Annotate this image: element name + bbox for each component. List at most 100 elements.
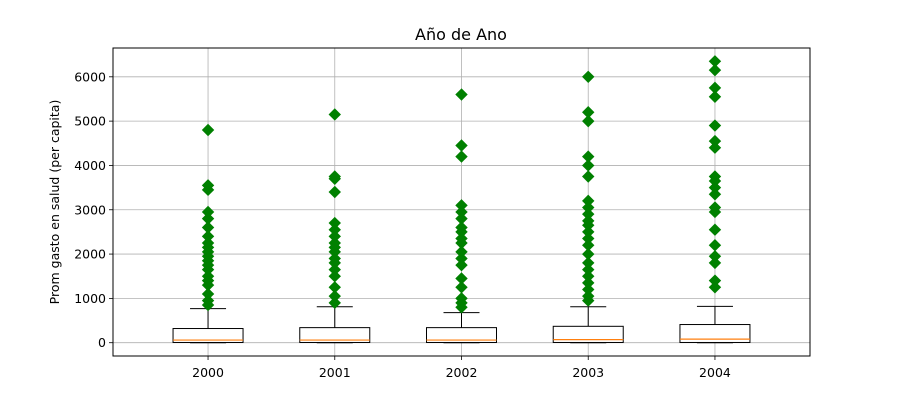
box-2004: [679, 305, 751, 344]
outlier-point: [582, 106, 595, 119]
outlier-point: [582, 283, 595, 296]
x-tick-label: 2003: [572, 365, 604, 380]
box-iqr: [679, 324, 751, 343]
outlier-point: [455, 258, 468, 272]
boxes-layer: [172, 305, 751, 344]
box-2001: [299, 306, 371, 344]
outlier-point: [455, 292, 468, 305]
outlier-point: [201, 230, 215, 243]
outlier-point: [455, 221, 468, 234]
outlier-point: [328, 289, 341, 303]
outlier-point: [455, 272, 468, 285]
y-tick-label: 1000: [74, 291, 106, 306]
outlier-point: [582, 256, 595, 270]
outlier-point: [582, 194, 595, 208]
outlier-point: [201, 221, 215, 234]
y-tick-label: 3000: [74, 202, 106, 217]
outlier-point: [201, 212, 215, 225]
outlier-point: [582, 276, 595, 290]
outlier-point: [328, 281, 341, 294]
outlier-point: [582, 70, 595, 84]
box-iqr: [299, 327, 371, 343]
outlier-point: [328, 296, 341, 310]
outlier-point: [582, 239, 595, 252]
y-tick-label: 6000: [74, 69, 106, 84]
y-axis-ticks: 0 1000 2000 3000 4000 5000 6000: [74, 69, 113, 350]
outlier-point: [708, 141, 722, 154]
outlier-point: [328, 170, 341, 183]
outlier-point: [328, 216, 341, 230]
y-tick-label: 0: [98, 335, 106, 350]
outlier-point: [582, 159, 595, 172]
outliers-layer: [201, 55, 722, 314]
box-iqr: [552, 325, 624, 343]
outlier-point: [708, 250, 722, 263]
box-iqr: [426, 327, 497, 343]
outlier-point: [708, 201, 722, 214]
outlier-point: [708, 188, 722, 201]
outlier-point: [708, 119, 722, 132]
y-tick-label: 2000: [74, 247, 106, 262]
outlier-point: [582, 232, 595, 245]
outlier-point: [455, 205, 468, 219]
outlier-point: [582, 289, 595, 303]
outlier-point: [201, 294, 215, 307]
outlier-point: [582, 150, 595, 163]
outlier-point: [582, 247, 595, 261]
outlier-point: [328, 230, 341, 243]
outlier-point: [582, 263, 595, 276]
outlier-point: [708, 170, 722, 183]
chart-title: Año de Ano: [415, 25, 507, 44]
x-tick-label: 2004: [699, 365, 731, 380]
outlier-point: [582, 114, 595, 128]
outlier-point: [708, 134, 722, 148]
outlier-point: [328, 263, 341, 276]
outlier-point: [201, 287, 215, 301]
outlier-point: [582, 270, 595, 283]
box-iqr: [172, 328, 244, 343]
y-tick-label: 5000: [74, 114, 106, 129]
x-tick-label: 2002: [446, 365, 478, 380]
x-tick-label: 2000: [192, 365, 224, 380]
outlier-point: [708, 239, 722, 252]
outlier-point: [455, 281, 468, 294]
y-axis-label: Prom gasto en salud (per capita): [47, 100, 62, 305]
outlier-point: [708, 281, 722, 294]
outlier-point: [455, 212, 468, 225]
outlier-point: [708, 223, 722, 236]
outlier-point: [328, 185, 341, 199]
outlier-point: [201, 123, 215, 137]
outlier-point: [201, 205, 215, 219]
x-axis-ticks: 2000 2001 2002 2003 2004: [192, 356, 731, 380]
x-tick-label: 2001: [319, 365, 351, 380]
outlier-point: [708, 90, 722, 103]
outlier-point: [708, 256, 722, 270]
outlier-point: [455, 150, 468, 163]
outlier-point: [201, 270, 215, 283]
outlier-point: [582, 214, 595, 228]
outlier-point: [708, 81, 722, 95]
outlier-point: [455, 232, 468, 245]
outlier-point: [201, 236, 215, 250]
outlier-point: [582, 201, 595, 214]
outlier-point: [708, 55, 722, 68]
outlier-point: [708, 274, 722, 287]
outlier-point: [201, 179, 215, 192]
outlier-point: [708, 63, 722, 77]
outlier-point: [328, 270, 341, 283]
outlier-point: [455, 88, 468, 101]
outlier-point: [582, 225, 595, 239]
outlier-point: [708, 181, 722, 194]
y-tick-label: 4000: [74, 158, 106, 173]
outlier-point: [328, 108, 341, 121]
box-2003: [552, 306, 624, 344]
outlier-point: [455, 139, 468, 152]
outlier-point: [455, 245, 468, 259]
outlier-point: [455, 199, 468, 212]
outlier-point: [328, 236, 341, 250]
outlier-point: [582, 170, 595, 183]
outlier-point: [455, 252, 468, 265]
outlier-point: [582, 207, 595, 221]
outlier-point: [328, 223, 341, 236]
